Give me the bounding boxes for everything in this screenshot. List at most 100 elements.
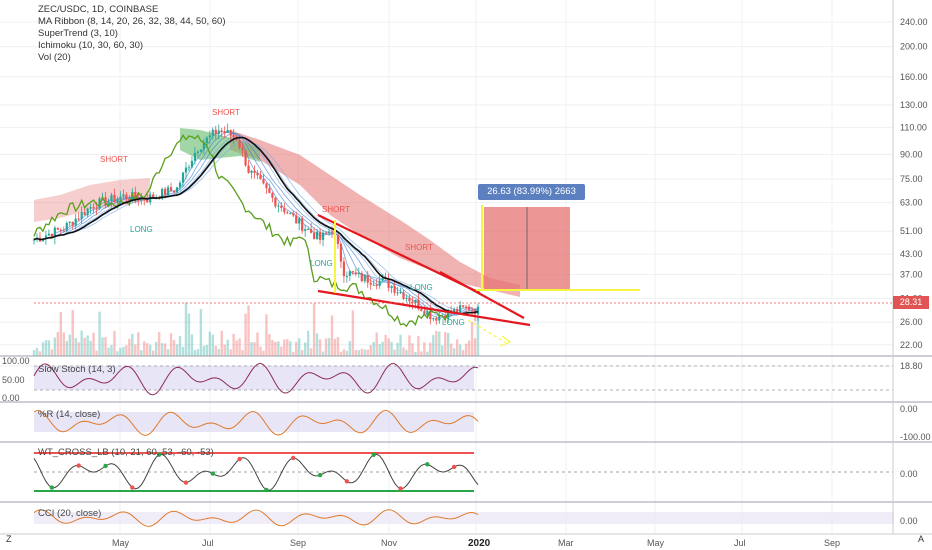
drawings-layer[interactable] — [34, 205, 893, 347]
candle-body — [71, 221, 74, 226]
volume-bar — [125, 345, 128, 356]
wt-label[interactable]: WT_CROSS_LB (10, 21, 60, 53, -60, -53) — [38, 447, 214, 458]
candle-body — [289, 213, 292, 215]
candle-body — [295, 215, 298, 224]
candle-body — [286, 212, 289, 214]
volume-bar — [80, 330, 83, 356]
candle-body — [223, 131, 226, 134]
volume-bar — [277, 341, 280, 356]
candle-body — [172, 190, 176, 193]
time-axis[interactable]: May Jul Sep Nov 2020 Mar May Jul Sep — [0, 533, 932, 549]
candle-body — [190, 160, 194, 168]
price-axis[interactable]: 240.00 200.00 160.00 130.00 110.00 90.00 75.00… — [892, 0, 928, 534]
volume-bar — [327, 338, 331, 356]
volume-bar — [461, 349, 465, 356]
legend-ichimoku[interactable]: Ichimoku (10, 30, 60, 30) — [38, 40, 144, 51]
volume-bar — [166, 349, 170, 356]
candle-body — [44, 235, 48, 239]
pane-tick-label: 50.00 — [2, 375, 25, 385]
candle-body — [202, 142, 205, 150]
volume-bar — [187, 313, 191, 356]
volume-bar — [47, 340, 51, 356]
candle-body — [304, 229, 307, 231]
signal-long: LONG — [310, 259, 333, 268]
candle-body — [178, 182, 182, 188]
candle-body — [184, 167, 188, 173]
wt-cross-dot — [291, 455, 296, 461]
lower-trendline — [317, 289, 531, 327]
volume-bar — [214, 345, 217, 356]
candle-body — [122, 194, 125, 197]
volume-bar — [140, 350, 143, 356]
volume-bar — [473, 338, 477, 356]
volume-bar — [149, 344, 152, 356]
volume-bar — [92, 332, 95, 356]
candle-body — [265, 183, 268, 189]
price-tick-label: 240.00 — [900, 17, 928, 27]
candle-body — [116, 198, 119, 203]
candle-body — [405, 297, 408, 299]
projection-arrowhead — [499, 335, 512, 347]
time-tick-label: May — [112, 538, 130, 548]
signal-labels: SHORT SHORT SHORT SHORT LONG LONG LONG LONG — [100, 108, 465, 327]
candle-body — [92, 207, 95, 209]
legend-ma-ribbon[interactable]: MA Ribbon (8, 14, 20, 26, 32, 38, 44, 50… — [38, 16, 226, 27]
volume-bar — [306, 330, 310, 356]
volume-bar — [143, 341, 146, 356]
candle-body — [250, 170, 253, 173]
wt-cross-dot — [76, 463, 81, 468]
signal-long: LONG — [130, 225, 153, 234]
chart-legend: ZEC/USDC, 1D, COINBASE MA Ribbon (8, 14,… — [38, 4, 226, 64]
cloud-red-early — [34, 178, 150, 222]
candle-body — [318, 231, 322, 240]
candle-body — [315, 231, 319, 240]
volume-bar — [470, 321, 474, 356]
volume-bar — [95, 350, 98, 356]
candle-body — [47, 233, 50, 236]
legend-supertrend[interactable]: SuperTrend (3, 10) — [38, 28, 118, 39]
candle-body — [256, 173, 259, 176]
price-tick-label: 63.00 — [900, 198, 923, 208]
candle-body — [166, 187, 170, 196]
candle-body — [238, 140, 241, 148]
volume-bar — [390, 341, 393, 356]
volume-bar — [98, 311, 101, 356]
volume-bar — [399, 334, 402, 356]
pane-tick-label: 0.00 — [900, 469, 918, 479]
time-tick-label: 2020 — [468, 538, 491, 549]
stoch-label[interactable]: Slow Stoch (14, 3) — [38, 364, 116, 375]
volume-bar — [452, 348, 456, 356]
volume-bar — [50, 349, 54, 356]
candle-body — [426, 310, 429, 316]
volume-bar — [357, 350, 361, 356]
candle-body — [298, 218, 301, 224]
candle-body — [459, 305, 462, 313]
wt-line — [33, 453, 479, 491]
candle-body — [327, 231, 331, 233]
volume-bar — [169, 333, 173, 356]
volume-bar — [154, 341, 158, 356]
volume-bar — [387, 338, 390, 356]
candlesticks — [32, 123, 480, 325]
legend-volume[interactable]: Vol (20) — [38, 52, 71, 63]
volume-bar — [321, 351, 325, 356]
candle-body — [125, 194, 128, 200]
candle-body — [453, 308, 456, 313]
auto-scale-button-a[interactable]: A — [917, 534, 924, 544]
pane-tick-label: -100.00 — [900, 432, 931, 442]
wr-label[interactable]: %R (14, close) — [38, 409, 101, 420]
log-scale-button-z[interactable]: Z — [6, 534, 12, 544]
time-tick-label: Mar — [558, 538, 574, 548]
volume-bar — [89, 340, 92, 356]
volume-bar — [146, 343, 149, 356]
volume-bar — [53, 337, 57, 356]
cci-label[interactable]: CCI (20, close) — [38, 508, 102, 519]
volume-bar — [315, 333, 319, 356]
candle-body — [89, 207, 92, 209]
candle-body — [98, 198, 101, 209]
candle-body — [283, 208, 286, 213]
symbol-line[interactable]: ZEC/USDC, 1D, COINBASE — [38, 4, 159, 15]
wt-cross-dot — [237, 456, 242, 462]
signal-short: SHORT — [100, 155, 128, 164]
